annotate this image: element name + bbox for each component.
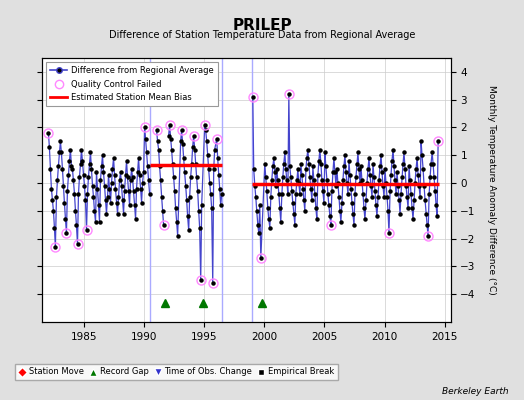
Legend: Difference from Regional Average, Quality Control Failed, Estimated Station Mean: Difference from Regional Average, Qualit… — [46, 62, 218, 106]
Y-axis label: Monthly Temperature Anomaly Difference (°C): Monthly Temperature Anomaly Difference (… — [487, 85, 496, 295]
Legend: Station Move, Record Gap, Time of Obs. Change, Empirical Break: Station Move, Record Gap, Time of Obs. C… — [15, 364, 337, 380]
Text: Difference of Station Temperature Data from Regional Average: Difference of Station Temperature Data f… — [109, 30, 415, 40]
Text: PRILEP: PRILEP — [232, 18, 292, 33]
Text: Berkeley Earth: Berkeley Earth — [442, 387, 508, 396]
